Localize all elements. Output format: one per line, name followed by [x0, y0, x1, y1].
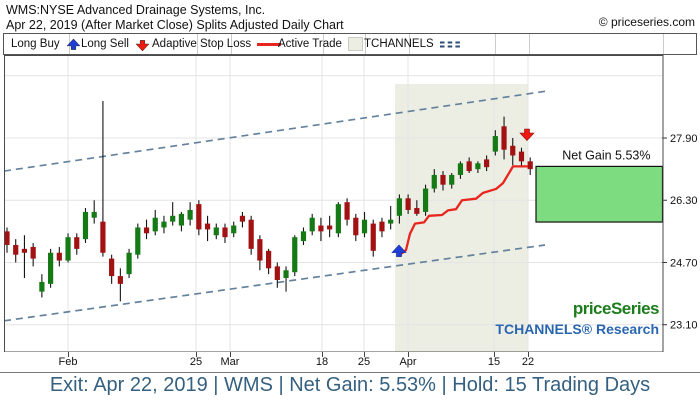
legend-divider	[197, 34, 198, 54]
price-chart: Net Gain 5.53% 27.90 26.30 24.70 23.10	[4, 55, 698, 353]
branding-block: priceSeries TCHANNELS® Research	[495, 299, 659, 337]
legend-divider	[663, 34, 664, 54]
legend-item-long-buy: Long Buy	[11, 34, 81, 54]
svg-text:24.70: 24.70	[670, 257, 698, 269]
legend-divider	[529, 34, 530, 54]
x-axis-label: Mar	[220, 356, 240, 368]
x-axis-tick	[196, 352, 197, 357]
chart-title: WMS:NYSE Advanced Drainage Systems, Inc.	[6, 3, 266, 17]
sell-arrow-icon	[519, 128, 535, 142]
x-axis-tick	[494, 352, 495, 357]
buy-arrow-icon	[391, 244, 407, 257]
x-axis-tick	[528, 352, 529, 357]
x-axis: Feb 25 Mar 18 25 Apr 15 22	[0, 352, 700, 373]
x-axis-tick	[68, 352, 69, 357]
active-trade-swatch-icon	[347, 37, 363, 51]
legend-label-active-trade: Active Trade	[278, 38, 342, 50]
candles-group	[4, 101, 533, 302]
legend-label-adaptive-stop-loss: Adaptive Stop Loss	[152, 38, 252, 50]
x-axis-tick	[230, 352, 231, 357]
legend-divider	[323, 34, 324, 54]
legend-label-tchannels: TCHANNELS	[364, 38, 434, 50]
svg-text:27.90: 27.90	[670, 133, 698, 145]
grid	[5, 56, 662, 351]
x-axis-tick	[408, 352, 409, 357]
chart-subtitle: Apr 22, 2019 (After Market Close) Splits…	[6, 18, 344, 32]
trade-summary-footer: Exit: Apr 22, 2019 | WMS | Net Gain: 5.5…	[49, 374, 651, 396]
tchannels-research-logo: TCHANNELS® Research	[495, 320, 659, 337]
x-axis-label: 25	[189, 356, 203, 368]
svg-text:23.10: 23.10	[670, 320, 698, 332]
copyright-text: © priceseries.com	[598, 15, 695, 29]
x-axis-label: 18	[315, 356, 329, 368]
x-axis-tick	[364, 352, 365, 357]
y-axis-labels: 27.90 26.30 24.70 23.10	[662, 133, 698, 332]
legend-divider	[495, 34, 496, 54]
legend-item-long-sell: Long Sell	[81, 34, 150, 54]
priceseries-logo: priceSeries	[572, 299, 660, 318]
x-axis-label: 15	[487, 356, 501, 368]
legend-item-tchannels: TCHANNELS	[364, 34, 460, 54]
legend-divider	[365, 34, 366, 54]
x-axis-label: 22	[521, 356, 535, 368]
legend-divider	[409, 34, 410, 54]
stop-loss-line	[399, 165, 528, 256]
x-axis-label: Apr	[399, 356, 417, 368]
long-sell-down-arrow-icon	[135, 39, 150, 51]
title-block: WMS:NYSE Advanced Drainage Systems, Inc.…	[6, 3, 694, 32]
legend-divider	[231, 34, 232, 54]
tchannels-dashes-icon	[439, 41, 460, 47]
svg-text:26.30: 26.30	[670, 195, 698, 207]
legend-label-long-sell: Long Sell	[81, 38, 129, 50]
x-axis-label: 25	[357, 356, 371, 368]
stop-loss-line-icon	[257, 42, 282, 46]
long-buy-up-arrow-icon	[66, 38, 81, 50]
x-axis-tick	[322, 352, 323, 357]
x-axis-label: Feb	[58, 356, 78, 368]
legend-bar: Long Buy Long Sell Adaptive Stop Loss Activ…	[3, 33, 697, 55]
legend-item-adaptive-stop-loss: Adaptive Stop Loss	[152, 34, 282, 54]
legend-item-active-trade: Active Trade	[278, 34, 363, 54]
net-gain-box	[535, 165, 664, 223]
net-gain-label: Net Gain 5.53%	[562, 148, 650, 162]
legend-label-long-buy: Long Buy	[11, 38, 60, 50]
